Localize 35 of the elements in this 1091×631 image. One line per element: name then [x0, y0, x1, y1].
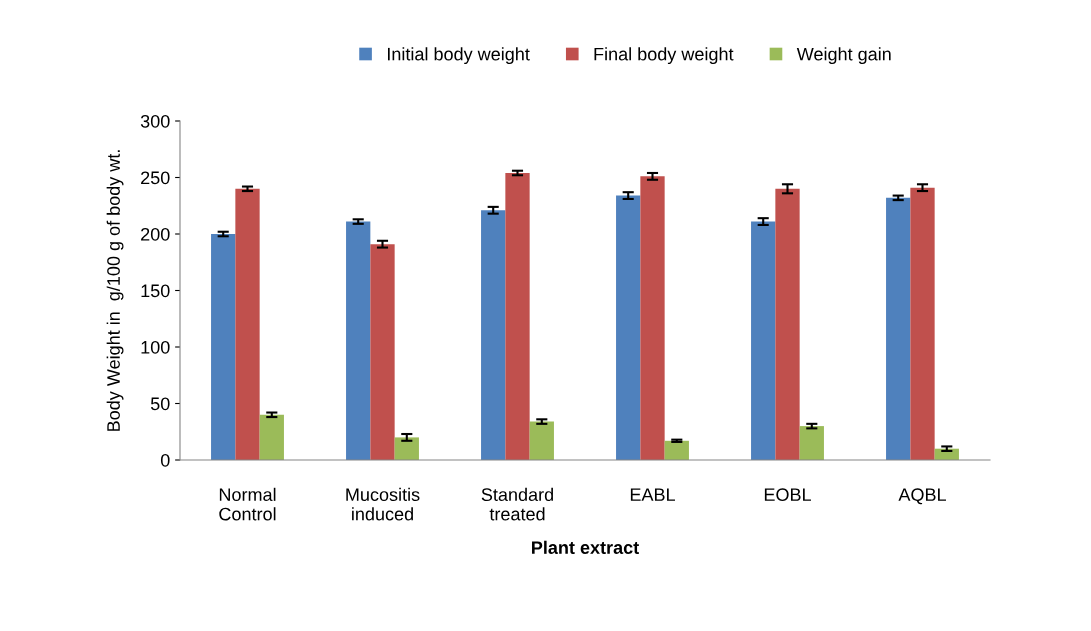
bar: [259, 414, 284, 460]
bar: [529, 421, 554, 460]
y-tick-label: 50: [150, 397, 170, 411]
x-tick-label: Standard treated: [481, 487, 553, 521]
y-tick-label: 300: [140, 114, 170, 128]
bar: [370, 244, 395, 460]
y-tick-label: 200: [141, 227, 170, 241]
bar: [616, 195, 641, 460]
bar: [886, 197, 911, 460]
bar: [346, 221, 371, 460]
bar: [751, 221, 776, 460]
bar: [211, 234, 236, 460]
bar: [640, 176, 665, 460]
legend-label: Final body weight: [594, 47, 734, 65]
x-tick-label: EOBL: [764, 488, 811, 502]
y-tick-label: 0: [160, 453, 170, 467]
x-tick-label: Mucositis induced: [346, 487, 420, 521]
legend-label: Initial body weight: [387, 47, 530, 65]
y-tick-label: 150: [141, 284, 170, 298]
bar: [664, 440, 689, 460]
x-axis-title: Plant extract: [532, 540, 639, 554]
bar: [235, 188, 260, 460]
bar: [775, 188, 800, 460]
bar: [505, 172, 530, 460]
y-tick-label: 250: [141, 171, 170, 185]
bar: [394, 437, 419, 460]
y-axis-title: Body Weight in g/100 g of body wt.: [106, 150, 124, 431]
bar: [799, 426, 824, 460]
legend-label: Weight gain: [796, 47, 891, 65]
bar: [481, 210, 506, 460]
x-tick-label: Normal Control: [219, 487, 276, 521]
x-tick-label: EABL: [630, 488, 675, 501]
y-tick-label: 100: [141, 340, 170, 354]
x-tick-label: AQBL: [898, 488, 946, 505]
bar: [910, 187, 935, 460]
